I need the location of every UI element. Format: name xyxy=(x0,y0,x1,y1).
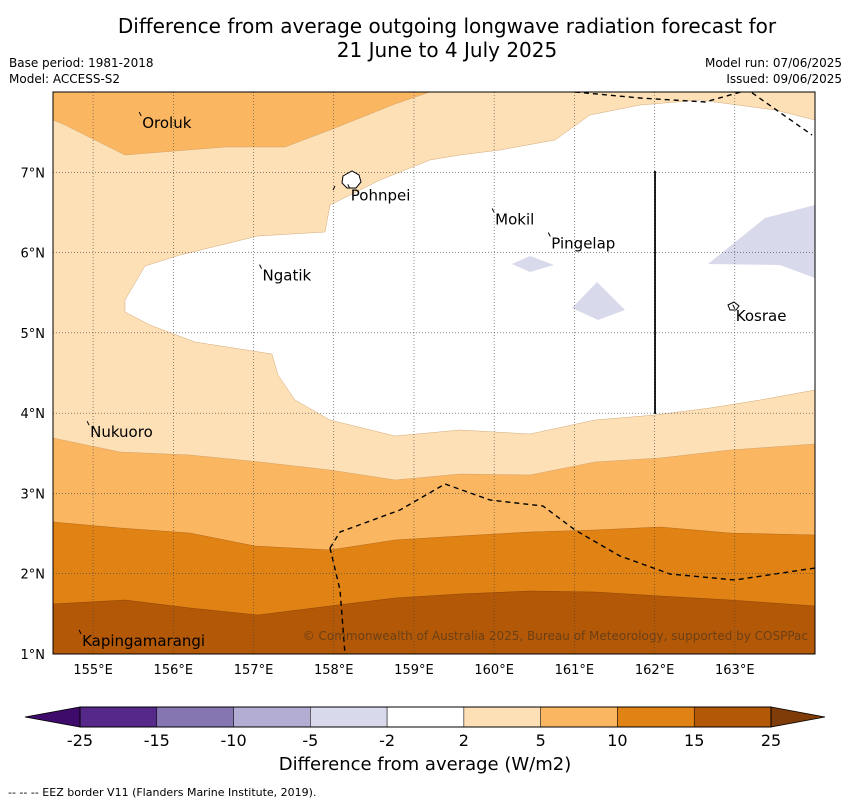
copyright-text: © Commonwealth of Australia 2025, Bureau… xyxy=(303,629,808,643)
colorbar-tick-label: 15 xyxy=(684,731,704,750)
colorbar-extend-low xyxy=(24,706,81,728)
patch-minus-2-5-small xyxy=(512,256,554,272)
place-marker-icon xyxy=(259,264,262,269)
lon-tick-label: 158°E xyxy=(314,663,354,678)
colorbar-segment xyxy=(233,706,311,728)
pohnpei-island-icon xyxy=(341,170,362,189)
colorbar-segment xyxy=(79,706,158,728)
place-label: Mokil xyxy=(495,210,534,228)
model-run-text: Model run: 07/06/2025 xyxy=(704,56,842,70)
place-labels: Oroluk Pohnpei Mokil Pingelap Ngatik Kosrae Nu… xyxy=(78,111,787,650)
eez-border-south xyxy=(329,483,815,581)
place-label: Ngatik xyxy=(263,267,312,285)
place-marker-icon xyxy=(138,111,142,117)
colorbar-tick-label: -15 xyxy=(144,731,170,750)
place-label: Nukuoro xyxy=(90,423,153,441)
colorbar-segment xyxy=(156,706,234,728)
lat-tick-label: 6°N xyxy=(21,247,46,262)
place-marker-icon xyxy=(732,304,736,309)
colorbar-segment xyxy=(310,706,388,728)
colorbar-tick-label: -25 xyxy=(67,731,93,750)
lat-tick-label: 2°N xyxy=(21,568,46,583)
colorbar: -25 -15 -10 -5 -2 2 5 10 15 25 xyxy=(24,706,826,750)
patch-minus-2-5-east xyxy=(708,205,815,278)
colorbar-segment xyxy=(463,706,541,728)
eez-footnote: -- -- -- EEZ border V11 (Flanders Marine… xyxy=(8,786,317,799)
lon-tick-label: 161°E xyxy=(555,663,595,678)
place-marker-icon xyxy=(78,629,82,635)
meta-left: Base period: 1981-2018 Model: ACCESS-S2 xyxy=(9,55,154,87)
colorbar-segment xyxy=(386,706,465,728)
issued-text: Issued: 09/06/2025 xyxy=(726,72,842,86)
colorbar-tick-label: 2 xyxy=(459,731,469,750)
lat-tick-label: 5°N xyxy=(21,327,46,342)
place-label: Kosrae xyxy=(736,307,787,325)
gridlines xyxy=(53,92,815,655)
place-label: Kapingamarangi xyxy=(82,632,205,650)
title-line-2: 21 June to 4 July 2025 xyxy=(336,38,558,62)
title-line-1: Difference from average outgoing longwav… xyxy=(117,14,777,38)
colorbar-segment xyxy=(617,706,695,728)
lon-tick-label: 163°E xyxy=(715,663,755,678)
place-marker-icon xyxy=(86,420,90,426)
colorbar-extend-high xyxy=(770,706,826,728)
colorbar-tick-label: -10 xyxy=(220,731,246,750)
eez-border-southwest xyxy=(329,547,346,654)
model-text: Model: ACCESS-S2 xyxy=(9,72,121,86)
meta-right: Model run: 07/06/2025 Issued: 09/06/2025 xyxy=(705,55,842,87)
band-near-normal xyxy=(124,92,815,437)
patch-minus-2-5-central xyxy=(572,282,625,320)
lon-tick-label: 162°E xyxy=(635,663,675,678)
map-title: Difference from average outgoing longwav… xyxy=(0,14,850,62)
eez-border-north xyxy=(574,92,813,136)
colorbar-frame xyxy=(79,706,772,728)
place-marker-icon xyxy=(347,184,351,189)
lon-labels: 155°E 156°E 157°E 158°E 159°E 160°E 161°E 162°E… xyxy=(73,663,754,678)
colorbar-title: Difference from average (W/m2) xyxy=(278,754,572,775)
ant-atoll-icon xyxy=(332,185,336,191)
band-5-10-north xyxy=(53,92,431,156)
band-15-25 xyxy=(53,590,815,654)
lat-tick-label: 1°N xyxy=(21,648,46,663)
map-frame xyxy=(52,91,816,655)
lat-tick-label: 4°N xyxy=(21,407,46,422)
lat-tick-label: 3°N xyxy=(21,487,46,502)
colorbar-tick-label: -2 xyxy=(379,731,395,750)
colorbar-segment xyxy=(693,706,772,728)
lon-tick-label: 160°E xyxy=(474,663,514,678)
lon-tick-label: 157°E xyxy=(234,663,274,678)
lat-labels: 7°N 6°N 5°N 4°N 3°N 2°N 1°N xyxy=(21,166,46,663)
colorbar-segment xyxy=(540,706,618,728)
place-marker-icon xyxy=(491,208,495,213)
contour-fields xyxy=(53,92,815,654)
place-label: Oroluk xyxy=(142,114,191,132)
colorbar-tick-label: 25 xyxy=(761,731,781,750)
lat-tick-label: 7°N xyxy=(21,166,46,181)
place-label: Pohnpei xyxy=(351,186,411,204)
place-marker-icon xyxy=(547,232,551,237)
colorbar-tick-label: -5 xyxy=(302,731,318,750)
lon-tick-label: 155°E xyxy=(73,663,113,678)
colorbar-tick-label: 5 xyxy=(536,731,546,750)
place-label: Pingelap xyxy=(551,235,615,253)
colorbar-tick-label: 10 xyxy=(607,731,627,750)
base-period-text: Base period: 1981-2018 xyxy=(9,56,154,70)
lon-tick-label: 159°E xyxy=(394,663,434,678)
lon-tick-label: 156°E xyxy=(154,663,194,678)
